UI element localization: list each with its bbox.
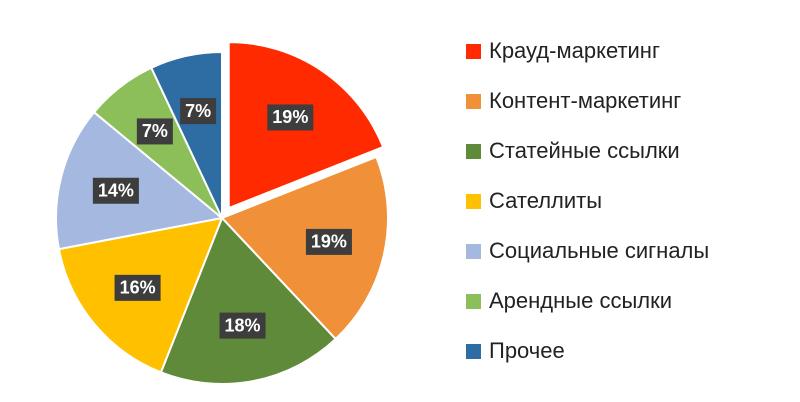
legend-label: Сателлиты (489, 188, 602, 213)
label-box (305, 228, 352, 255)
pie-slice (220, 155, 389, 341)
data-label: 19% (311, 232, 347, 252)
label-box (136, 118, 173, 145)
data-label: 14% (98, 181, 134, 201)
label-box (219, 312, 266, 339)
data-label: 7% (142, 121, 168, 141)
label-box (180, 98, 217, 125)
legend-swatch (466, 194, 481, 209)
pie-slice (159, 216, 338, 385)
legend-label: Контент-маркетинг (489, 88, 681, 113)
label-box (267, 104, 314, 131)
legend-swatch (466, 294, 481, 309)
legend-label: Социальные сигналы (489, 238, 709, 263)
legend-swatch (466, 244, 481, 259)
legend-swatch (466, 144, 481, 159)
legend-label: Крауд-маркетинг (489, 38, 660, 63)
legend-box (430, 20, 800, 380)
pie-slice (55, 110, 225, 251)
label-box (92, 177, 139, 204)
data-label: 16% (120, 278, 156, 298)
data-label: 18% (225, 315, 261, 335)
pie-slice (149, 50, 223, 219)
label-box (114, 274, 161, 301)
legend-label: Арендные ссылки (489, 288, 672, 313)
legend-swatch (466, 94, 481, 109)
legend-swatch (466, 344, 481, 359)
legend-swatch (466, 44, 481, 59)
data-label: 19% (272, 107, 308, 127)
legend-label: Прочее (489, 338, 565, 363)
legend-label: Статейные ссылки (489, 138, 680, 163)
data-label: 7% (185, 101, 211, 121)
